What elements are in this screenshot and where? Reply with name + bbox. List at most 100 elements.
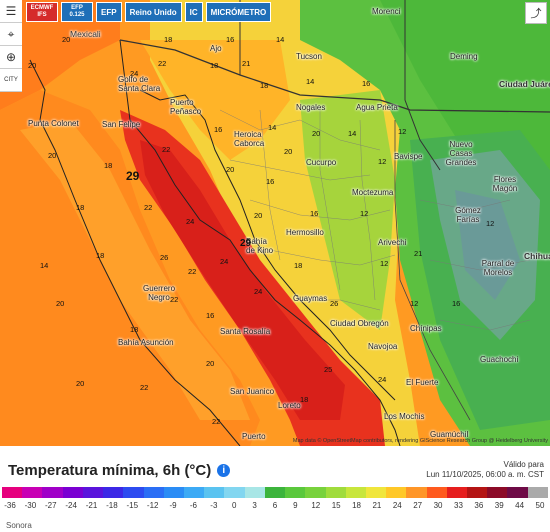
- zoom-in-icon[interactable]: ⊕: [0, 46, 22, 69]
- layers-icon[interactable]: ☰: [0, 0, 22, 23]
- temp-value: 16: [266, 177, 275, 186]
- temp-value: 16: [452, 299, 461, 308]
- resolution-button[interactable]: EFP 0.125: [61, 2, 93, 22]
- scale-swatch: [244, 487, 265, 498]
- scale-swatch: [325, 487, 346, 498]
- weather-map[interactable]: ☰ ⌖ ⊕ CITY ECMWF IFS EFP 0.125 EFP Reino U…: [0, 0, 550, 446]
- scale-swatch: [183, 487, 205, 498]
- scale-swatch: [264, 487, 286, 498]
- temp-value: 12: [410, 299, 419, 308]
- city-label: Chihua: [524, 251, 550, 261]
- temp-value: 18: [76, 203, 85, 212]
- scale-swatch: [446, 487, 468, 498]
- scale-swatch: [386, 487, 407, 498]
- scale-swatch: [345, 487, 366, 498]
- scale-tick: 36: [474, 501, 484, 510]
- temp-value: 20: [28, 61, 37, 70]
- scale-swatch: [467, 487, 488, 498]
- city-label: Bahía de Kino: [246, 237, 274, 255]
- temp-value: 18: [294, 261, 303, 270]
- color-scale: [2, 487, 548, 498]
- city-label: El Fuerte: [406, 378, 439, 387]
- temp-value: 24: [220, 257, 229, 266]
- scale-swatch: [82, 487, 104, 498]
- temp-value: 22: [140, 383, 149, 392]
- temp-value: 20: [62, 35, 71, 44]
- location-pin-icon[interactable]: ⌖: [0, 23, 22, 46]
- temp-value: 24: [378, 375, 387, 384]
- city-label: Deming: [450, 52, 478, 61]
- scale-swatch: [527, 487, 548, 498]
- temp-value: 20: [312, 129, 321, 138]
- city-label: Guachochi: [480, 355, 519, 364]
- scale-swatch: [224, 487, 245, 498]
- city-label: Golfo de Santa Clara: [118, 75, 161, 93]
- legend-title-text: Temperatura mínima, 6h (°C): [8, 462, 212, 479]
- efp-button[interactable]: EFP: [96, 2, 122, 22]
- temp-value: 16: [310, 209, 319, 218]
- temp-value: 12: [378, 157, 387, 166]
- scale-tick: 6: [272, 501, 278, 510]
- city-label: San Felipe: [102, 120, 141, 129]
- model-toolbar: ECMWF IFS EFP 0.125 EFP Reino Unido IC MIC…: [26, 2, 272, 22]
- scale-swatch: [305, 487, 326, 498]
- scale-tick: 3: [252, 501, 257, 510]
- scale-tick: 27: [413, 501, 423, 510]
- scale-swatch: [163, 487, 184, 498]
- city-toggle[interactable]: CITY: [0, 69, 22, 92]
- share-icon[interactable]: ⤴: [525, 2, 547, 24]
- city-label: Puerto: [242, 432, 266, 441]
- temp-value: 22: [188, 267, 197, 276]
- scale-tick: 39: [494, 501, 504, 510]
- micro-button[interactable]: MICRÓMETRO: [205, 2, 272, 22]
- scale-tick: 50: [535, 501, 545, 510]
- city-label: Gómez Farías: [455, 206, 481, 224]
- temp-value: 26: [330, 299, 339, 308]
- temp-value: 20: [254, 211, 263, 220]
- scale-tick: 9: [293, 501, 298, 510]
- scale-tick: 30: [433, 501, 443, 510]
- scale-swatch: [62, 487, 83, 498]
- city-label: Punta Colonet: [28, 119, 79, 128]
- city-label: Flores Magón: [492, 175, 518, 193]
- temp-value: 29: [240, 238, 252, 249]
- temp-value: 18: [300, 395, 309, 404]
- temp-value: 18: [104, 161, 113, 170]
- city-label: Puerto Peñasco: [170, 98, 202, 116]
- uk-button[interactable]: Reino Unido: [124, 2, 182, 22]
- scale-swatch: [143, 487, 164, 498]
- ecmwf-button[interactable]: ECMWF IFS: [26, 2, 58, 22]
- temp-value: 18: [210, 61, 219, 70]
- scale-tick: 33: [454, 501, 463, 510]
- city-label: Guerrero Negro: [143, 284, 176, 302]
- scale-tick: 12: [311, 501, 321, 510]
- temp-value: 14: [40, 261, 49, 270]
- info-icon[interactable]: i: [217, 464, 231, 477]
- scale-tick: 44: [515, 501, 525, 510]
- city-label: Chínipas: [410, 324, 442, 333]
- temp-value: 12: [380, 259, 389, 268]
- temp-value: 18: [164, 35, 173, 44]
- temp-value: 20: [56, 299, 65, 308]
- scale-tick: -3: [210, 501, 218, 510]
- city-label: Tucson: [296, 52, 322, 61]
- city-label: Nogales: [296, 103, 326, 112]
- city-label: Arivechi: [378, 238, 407, 247]
- map-attribution: Map data © OpenStreetMap contributors, r…: [292, 438, 548, 444]
- temp-value: 16: [226, 35, 235, 44]
- scale-tick: -6: [189, 501, 198, 510]
- ifs-label: IFS: [37, 12, 47, 18]
- scale-swatch: [285, 487, 306, 498]
- temp-value: 20: [76, 379, 85, 388]
- temp-value: 12: [360, 209, 369, 218]
- city-label: Nuevo Casas Grandes: [445, 140, 477, 167]
- city-label: Bahía Asunción: [118, 338, 174, 347]
- temp-value: 25: [324, 365, 333, 374]
- scale-swatch: [103, 487, 124, 498]
- city-label: Moctezuma: [352, 188, 394, 197]
- region-label: Sonora: [6, 521, 32, 530]
- ic-button[interactable]: IC: [184, 2, 203, 22]
- scale-tick: -12: [146, 501, 159, 510]
- scale-swatch: [2, 487, 23, 498]
- temp-value: 21: [242, 59, 251, 68]
